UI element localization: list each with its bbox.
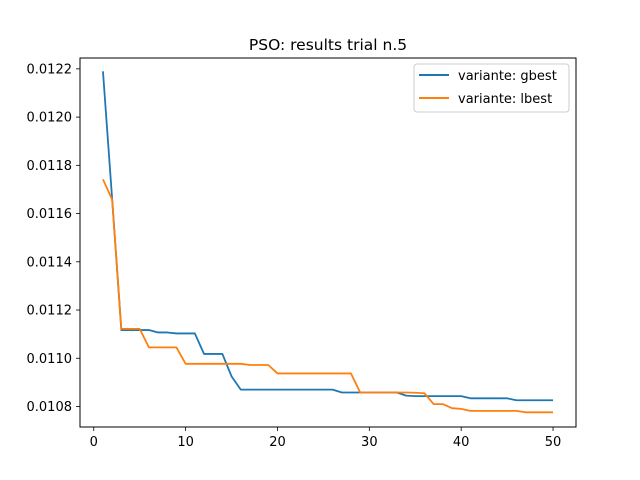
series-layer [102, 71, 554, 414]
legend-label-lbest: variante: lbest [458, 92, 552, 107]
legend-label-gbest: variante: gbest [458, 69, 557, 84]
y-tick-label: 0.0118 [27, 159, 73, 174]
y-tick-label: 0.0112 [27, 304, 73, 319]
plot-area [80, 58, 576, 427]
series-line-lbest [102, 178, 554, 414]
chart-title: PSO: results trial n.5 [249, 36, 407, 54]
x-tick-label: 10 [177, 435, 194, 450]
y-tick-label: 0.0108 [27, 400, 73, 415]
y-tick-label: 0.0120 [27, 111, 73, 126]
y-tick-label: 0.0110 [27, 352, 73, 367]
legend: variante: gbest variante: lbest [413, 63, 570, 113]
legend-box [413, 63, 570, 113]
x-tick-label: 50 [545, 435, 562, 450]
axes-layer: 0 10 20 30 40 50 0.0108 0.0110 0.0112 0.0114 0.011… [27, 62, 562, 450]
plot-frame [79, 57, 577, 428]
y-tick-label: 0.0122 [27, 62, 73, 77]
x-tick-label: 40 [453, 435, 470, 450]
x-tick-label: 0 [90, 435, 98, 450]
y-tick-label: 0.0114 [27, 255, 73, 270]
y-tick-label: 0.0116 [27, 207, 73, 222]
x-tick-label: 30 [361, 435, 378, 450]
x-tick-label: 20 [269, 435, 286, 450]
series-line-gbest [102, 71, 554, 402]
